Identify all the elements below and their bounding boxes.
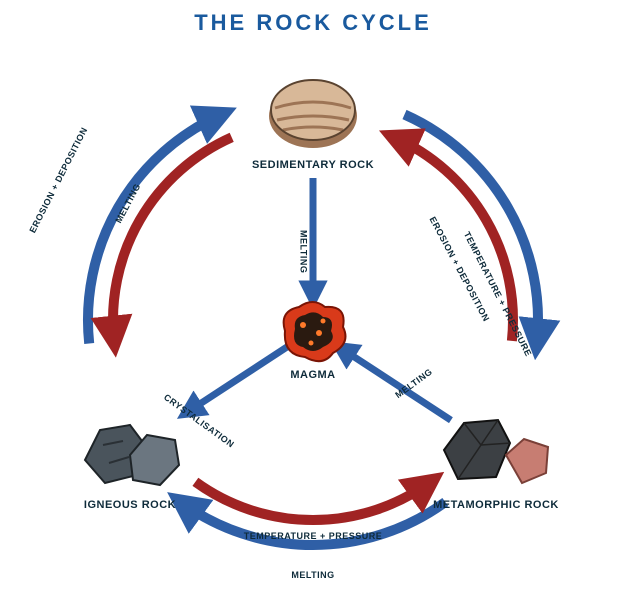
igneous-rock-icon (75, 405, 185, 495)
node-label-metamorphic: METAMORPHIC ROCK (416, 499, 576, 511)
node-label-sedimentary: SEDIMENTARY ROCK (233, 159, 393, 171)
cycle-arc (195, 482, 430, 520)
arc-label-2: MELTING (291, 570, 334, 580)
inner-arrow (340, 348, 451, 421)
node-label-igneous: IGNEOUS ROCK (50, 499, 210, 511)
cycle-arc (113, 137, 232, 341)
arc-label-3: TEMPERATURE + PRESSURE (244, 531, 383, 541)
metamorphic-rock-icon (436, 405, 556, 495)
inner-label-0: MELTING (298, 230, 308, 273)
rock-cycle-diagram: { "title": "THE ROCK CYCLE", "title_colo… (0, 0, 626, 600)
cycle-arc (394, 137, 513, 341)
sedimentary-rock-icon (263, 68, 363, 153)
node-label-magma: MAGMA (233, 369, 393, 381)
magma-icon (273, 293, 353, 368)
